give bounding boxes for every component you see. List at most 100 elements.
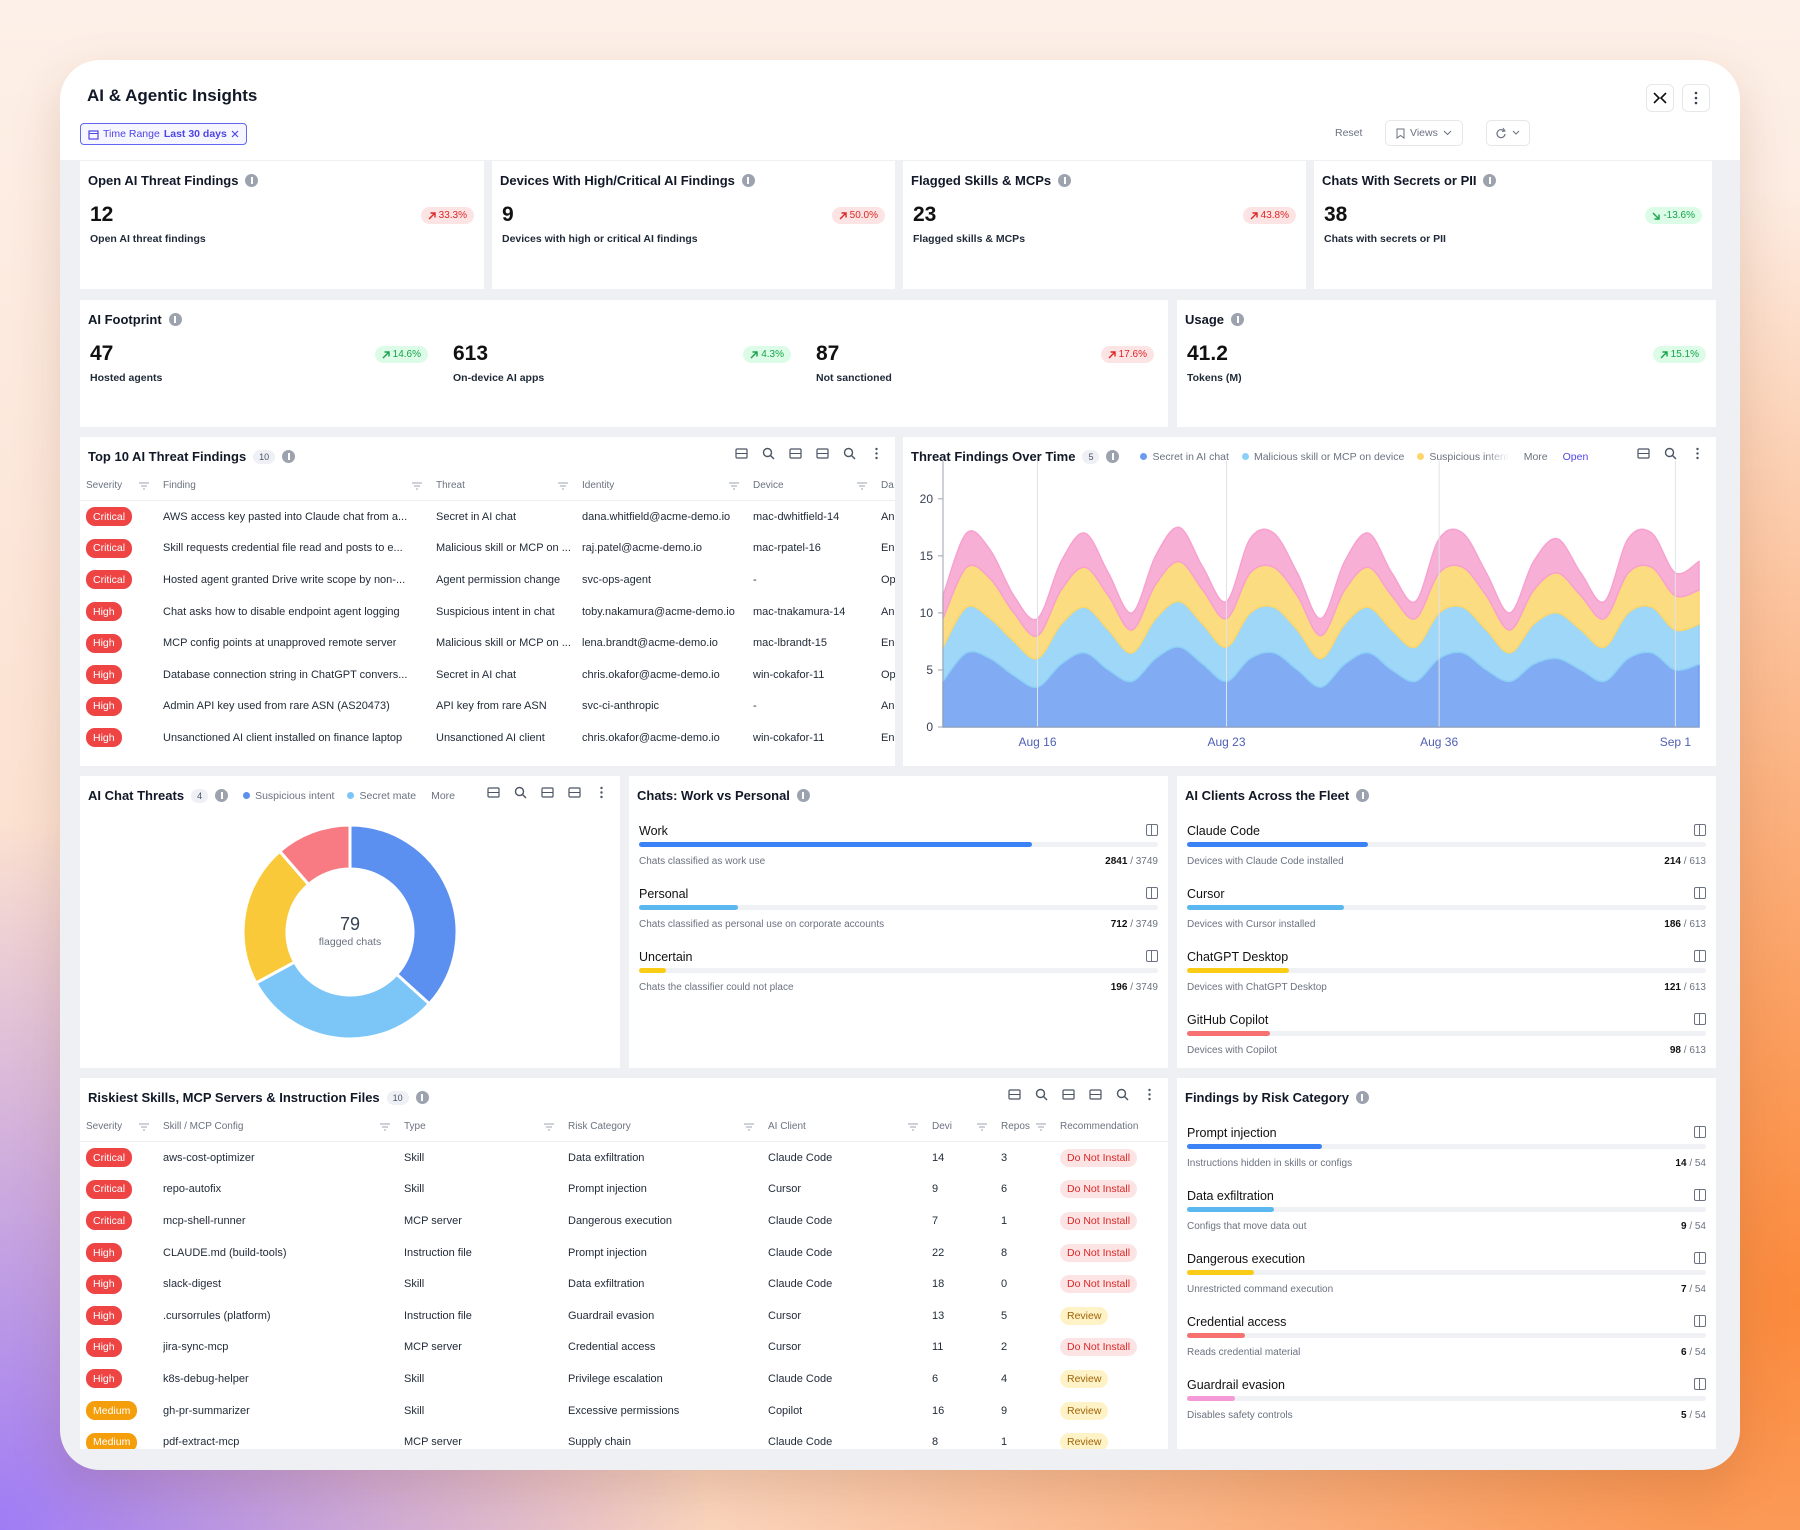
- panel-title: Open AI Threat Findings: [88, 173, 259, 188]
- item-count: 7 54: [1681, 1284, 1706, 1295]
- cell-text: Cursor: [768, 1309, 802, 1322]
- item-icon[interactable]: [1694, 1252, 1706, 1264]
- cell-text: En: [881, 542, 895, 555]
- tool-icon[interactable]: [487, 786, 500, 799]
- cell-text: Claude Code: [768, 1372, 833, 1385]
- tool-icon[interactable]: [735, 447, 748, 460]
- cell-text: Malicious skill or MCP on ...: [436, 542, 571, 555]
- tool-icon[interactable]: [1664, 447, 1677, 460]
- filter-icon[interactable]: [908, 1123, 918, 1131]
- panel-title-text: AI Footprint: [88, 312, 162, 327]
- trend-value: -13.6%: [1663, 210, 1695, 221]
- item-icon[interactable]: [1694, 1013, 1706, 1025]
- cell-text: k8s-debug-helper: [163, 1372, 249, 1385]
- item-icon[interactable]: [1694, 1378, 1706, 1390]
- item-icon[interactable]: [1694, 1126, 1706, 1138]
- more-link[interactable]: More: [431, 789, 456, 802]
- info-icon: [1356, 789, 1370, 802]
- filter-icon[interactable]: [977, 1123, 987, 1131]
- item-icon[interactable]: [1146, 887, 1158, 899]
- filter-icon[interactable]: [139, 1123, 149, 1131]
- progress-item: Personal Chats classified as personal use…: [639, 887, 1158, 947]
- trend-badge: 50.0%: [831, 207, 885, 224]
- cell-text: Unsanctioned AI client installed on fina…: [163, 731, 403, 744]
- cell-text: aws-cost-optimizer: [163, 1151, 255, 1164]
- item-icon[interactable]: [1694, 1315, 1706, 1327]
- cell-text: MCP server: [404, 1341, 462, 1354]
- tool-icon[interactable]: [1116, 1088, 1129, 1101]
- cell-text: MCP config points at unapproved remote s…: [163, 637, 397, 650]
- panel-title-text: AI Chat Threats: [88, 788, 185, 803]
- item-icon[interactable]: [1694, 950, 1706, 962]
- tool-icon[interactable]: [1062, 1088, 1075, 1101]
- progress-bar: [1187, 1144, 1322, 1149]
- table-cell: slack-digest: [163, 1268, 221, 1300]
- table-cell: High: [86, 1237, 122, 1269]
- trend-arrow: [750, 350, 758, 358]
- reset-button[interactable]: Reset: [1335, 120, 1362, 146]
- filter-icon[interactable]: [544, 1123, 554, 1131]
- filter-icon[interactable]: [412, 482, 422, 490]
- tool-icon[interactable]: [1143, 1088, 1156, 1101]
- tool-icon[interactable]: [595, 786, 608, 799]
- open-link[interactable]: Open: [1562, 450, 1589, 463]
- tool-icon[interactable]: [1691, 447, 1704, 460]
- progress-track: [1187, 1144, 1706, 1149]
- tool-icon[interactable]: [843, 447, 856, 460]
- toolbar: [1637, 447, 1704, 460]
- filter-icon[interactable]: [139, 482, 149, 490]
- tool-icon[interactable]: [1008, 1088, 1021, 1101]
- menu-button[interactable]: [1682, 84, 1710, 112]
- views-button[interactable]: Views: [1385, 120, 1463, 146]
- filter-icon[interactable]: [744, 1123, 754, 1131]
- table-cell: Critical: [86, 1205, 133, 1237]
- column-header: Device: [753, 480, 784, 491]
- item-icon[interactable]: [1694, 1189, 1706, 1201]
- filter-icon[interactable]: [729, 482, 739, 490]
- tool-icon[interactable]: [514, 786, 527, 799]
- table-cell: En: [881, 533, 894, 565]
- filter-icon[interactable]: [558, 482, 568, 490]
- progress-track: [1187, 1270, 1706, 1275]
- time-range-filter[interactable]: Time Range Last 30 days: [80, 123, 247, 145]
- item-value: 186: [1664, 919, 1681, 930]
- clear-icon[interactable]: [231, 130, 239, 138]
- collapse-button[interactable]: [1646, 84, 1674, 112]
- tool-icon[interactable]: [541, 786, 554, 799]
- item-icon[interactable]: [1146, 950, 1158, 962]
- cell-text: MCP server: [404, 1436, 462, 1449]
- severity-badge: Medium: [86, 1432, 138, 1449]
- item-total: 613: [1684, 856, 1706, 867]
- tool-icon[interactable]: [870, 447, 883, 460]
- tool-icon[interactable]: [816, 447, 829, 460]
- tool-icon[interactable]: [1089, 1088, 1102, 1101]
- trend-arrow: [428, 211, 436, 219]
- area-chart: Aug 16 Aug 23 Aug 36 Sep 1 0 5 10 15 20: [920, 461, 1700, 749]
- tool-icon[interactable]: [1637, 447, 1650, 460]
- tool-icon[interactable]: [762, 447, 775, 460]
- filter-icon[interactable]: [380, 1123, 390, 1131]
- progress-track: [1187, 1396, 1706, 1401]
- trend-value: 15.1%: [1670, 349, 1699, 360]
- tool-icon[interactable]: [789, 447, 802, 460]
- refresh-button[interactable]: [1486, 120, 1530, 146]
- filter-icon[interactable]: [1036, 1123, 1046, 1131]
- table-row: High Chat asks how to disable endpoint ag…: [80, 596, 895, 628]
- filter-icon[interactable]: [857, 482, 867, 490]
- progress-item: Dangerous execution Unrestricted command …: [1187, 1252, 1706, 1312]
- item-caption: Instructions hidden in skills or configs: [1187, 1158, 1353, 1169]
- progress-track: [1187, 1207, 1706, 1212]
- page-title: AI & Agentic Insights: [87, 86, 258, 105]
- recommendation-badge: Review: [1060, 1306, 1109, 1325]
- item-icon[interactable]: [1146, 824, 1158, 836]
- more-link[interactable]: More: [1523, 450, 1548, 463]
- tool-icon[interactable]: [1035, 1088, 1048, 1101]
- cell-text: Guardrail evasion: [568, 1309, 655, 1322]
- table-cell: Agent permission change: [436, 564, 560, 596]
- item-value: 6: [1680, 1347, 1687, 1358]
- item-icon[interactable]: [1694, 887, 1706, 899]
- progress-bar: [1187, 1207, 1274, 1212]
- item-icon[interactable]: [1694, 824, 1706, 836]
- severity-badge: High: [86, 1306, 122, 1326]
- tool-icon[interactable]: [568, 786, 581, 799]
